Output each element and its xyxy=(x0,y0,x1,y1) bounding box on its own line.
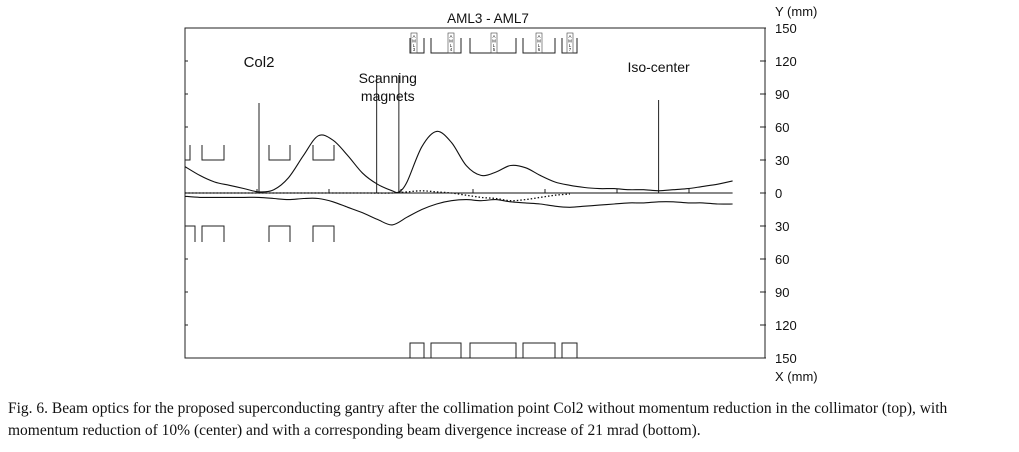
chart-title: AML3 - AML7 xyxy=(447,11,529,26)
aml-label-box xyxy=(490,32,498,54)
y-tick-label: 30 xyxy=(775,153,789,168)
aml-element-bottom xyxy=(561,342,578,358)
annotations: Col2 Scanning magnets Iso-center xyxy=(244,54,690,104)
aml-element-top xyxy=(430,38,462,54)
annotation-label: magnets xyxy=(361,88,415,104)
y-tick-label: 90 xyxy=(775,285,789,300)
aml-label-box xyxy=(535,32,543,54)
series-line-2 xyxy=(184,195,733,226)
y-axis-label: Y (mm) xyxy=(775,4,817,19)
figure-caption: Fig. 6. Beam optics for the proposed sup… xyxy=(8,400,948,439)
beamline-element xyxy=(201,225,225,242)
beamline-element xyxy=(184,145,191,161)
series-line-3 xyxy=(185,190,570,202)
aml-element-bottom xyxy=(522,342,556,358)
y-tick-label: 60 xyxy=(775,252,789,267)
annotation-label: Iso-center xyxy=(627,59,690,75)
y-tick-label: 60 xyxy=(775,120,789,135)
beamline-element xyxy=(184,225,196,242)
y-tick-label: 150 xyxy=(775,21,797,36)
beamline-elements-bottom xyxy=(184,225,578,358)
y-tick-label: 120 xyxy=(775,54,797,69)
beamline-element xyxy=(268,225,291,242)
aml-element-bottom xyxy=(469,342,517,358)
aml-element-bottom xyxy=(409,342,425,358)
aml-label-box xyxy=(410,32,418,54)
x-axis-label: X (mm) xyxy=(775,369,818,384)
y-tick-label: 150 xyxy=(775,351,797,366)
beamline-element xyxy=(201,145,225,161)
y-tick-label: 90 xyxy=(775,87,789,102)
annotation-label: Scanning xyxy=(359,70,417,86)
y-tick-label: 0 xyxy=(775,186,782,201)
x-axis-ticks xyxy=(256,189,690,193)
aml-element-bottom xyxy=(430,342,462,358)
beamline-element xyxy=(268,145,291,161)
y-tick-label: 120 xyxy=(775,318,797,333)
beamline-element xyxy=(312,145,335,161)
aml-labels: A M L 3 A M L 4 A M L 5 A M L 6 A M L 7 xyxy=(410,32,574,54)
series-group xyxy=(184,130,733,226)
aml-label-box xyxy=(447,32,455,54)
beamline-element xyxy=(312,225,335,242)
y-tick-label: 30 xyxy=(775,219,789,234)
y-axis-ticks: 150 120 90 60 30 0 30 60 90 120 150 xyxy=(185,21,797,366)
annotation-label: Col2 xyxy=(244,54,275,71)
aml-label-box xyxy=(566,32,574,54)
marker-lines xyxy=(258,75,660,193)
series-line-1 xyxy=(184,130,733,194)
beam-optics-chart: A M L 3 A M L 4 A M L 5 A M L 6 A M L 7 150 120 90 60 30 0 30 60 90… xyxy=(184,4,818,384)
